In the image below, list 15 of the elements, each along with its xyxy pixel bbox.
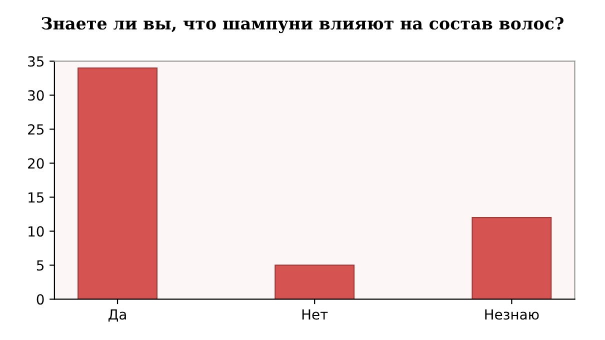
bar [472, 217, 552, 300]
y-tick-label: 20 [28, 158, 44, 169]
bar [274, 264, 355, 300]
y-tick-label: 15 [28, 192, 44, 203]
y-tick-label: 30 [28, 90, 44, 101]
y-tick-label: 10 [28, 226, 44, 237]
bar [78, 67, 158, 300]
chart-title: Знаете ли вы, что шампуни влияют на состав волос? [42, 17, 564, 34]
x-tick-label: Незнаю [485, 309, 539, 320]
y-tick-label: 25 [28, 124, 44, 135]
y-tick-label: 0 [36, 294, 44, 305]
x-tick-label: Да [108, 309, 126, 322]
y-tick-label: 35 [28, 56, 44, 67]
y-tick-label: 5 [36, 260, 44, 271]
x-tick-label: Нет [302, 309, 328, 320]
